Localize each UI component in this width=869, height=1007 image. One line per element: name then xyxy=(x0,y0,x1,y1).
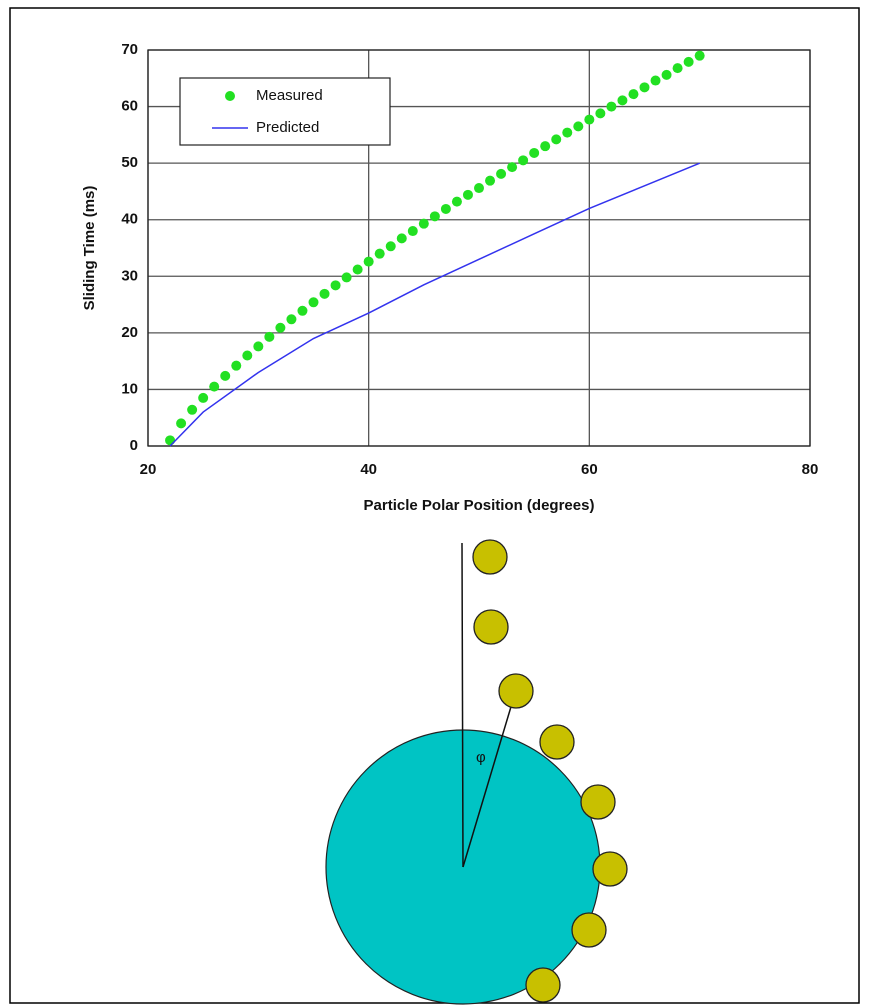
marker xyxy=(474,183,484,193)
marker xyxy=(297,306,307,316)
marker xyxy=(286,314,296,324)
marker xyxy=(673,63,683,73)
marker xyxy=(198,393,208,403)
marker xyxy=(573,121,583,131)
marker xyxy=(242,350,252,360)
marker xyxy=(253,341,263,351)
marker xyxy=(507,162,517,172)
particle xyxy=(526,968,560,1002)
marker xyxy=(452,197,462,207)
y-tick-label: 50 xyxy=(121,154,138,171)
marker xyxy=(684,57,694,67)
y-tick-label: 40 xyxy=(121,211,138,228)
marker xyxy=(584,115,594,125)
x-axis-label: Particle Polar Position (degrees) xyxy=(364,497,595,514)
marker xyxy=(430,211,440,221)
marker xyxy=(617,95,627,105)
marker xyxy=(562,128,572,138)
marker xyxy=(485,176,495,186)
x-tick-label: 20 xyxy=(140,461,157,478)
particle xyxy=(593,852,627,886)
marker xyxy=(463,190,473,200)
particle xyxy=(540,725,574,759)
marker xyxy=(540,141,550,151)
marker xyxy=(651,76,661,86)
marker xyxy=(165,435,175,445)
marker xyxy=(628,89,638,99)
marker xyxy=(364,257,374,267)
marker xyxy=(176,418,186,428)
x-tick-label: 80 xyxy=(802,461,819,478)
marker xyxy=(231,361,241,371)
marker xyxy=(353,264,363,274)
marker xyxy=(496,169,506,179)
marker xyxy=(441,204,451,214)
marker xyxy=(309,297,319,307)
particle xyxy=(581,785,615,819)
marker xyxy=(408,226,418,236)
marker xyxy=(220,371,230,381)
angle-label: φ xyxy=(476,749,486,766)
y-tick-label: 20 xyxy=(121,324,138,341)
particle xyxy=(474,610,508,644)
x-tick-label: 60 xyxy=(581,461,598,478)
vertical-axis xyxy=(462,543,463,867)
marker xyxy=(331,280,341,290)
marker xyxy=(529,148,539,158)
marker xyxy=(595,108,605,118)
y-tick-label: 30 xyxy=(121,267,138,284)
chart: 0 10 20 30 40 50 60 70 20 40 60 80 Particle Polar Po… xyxy=(81,41,818,514)
marker xyxy=(419,219,429,229)
marker xyxy=(397,233,407,243)
marker xyxy=(375,249,385,259)
y-tick-label: 0 xyxy=(130,437,138,454)
legend-label: Measured xyxy=(256,87,323,104)
marker xyxy=(187,405,197,415)
marker xyxy=(640,82,650,92)
marker xyxy=(695,51,705,61)
y-axis-label: Sliding Time (ms) xyxy=(81,186,98,311)
marker xyxy=(320,289,330,299)
particle xyxy=(499,674,533,708)
figure: 0 10 20 30 40 50 60 70 20 40 60 80 Particle Polar Po… xyxy=(0,0,869,1007)
marker xyxy=(275,323,285,333)
marker xyxy=(209,382,219,392)
marker xyxy=(518,155,528,165)
marker xyxy=(662,70,672,80)
marker xyxy=(551,134,561,144)
y-tick-label: 10 xyxy=(121,380,138,397)
y-tick-label: 60 xyxy=(121,98,138,115)
particle xyxy=(572,913,606,947)
y-tick-label: 70 xyxy=(121,41,138,58)
particle xyxy=(473,540,507,574)
legend-label: Predicted xyxy=(256,119,319,136)
legend-marker xyxy=(225,91,235,101)
marker xyxy=(264,332,274,342)
x-tick-label: 40 xyxy=(360,461,377,478)
marker xyxy=(606,102,616,112)
marker xyxy=(342,272,352,282)
marker xyxy=(386,241,396,251)
